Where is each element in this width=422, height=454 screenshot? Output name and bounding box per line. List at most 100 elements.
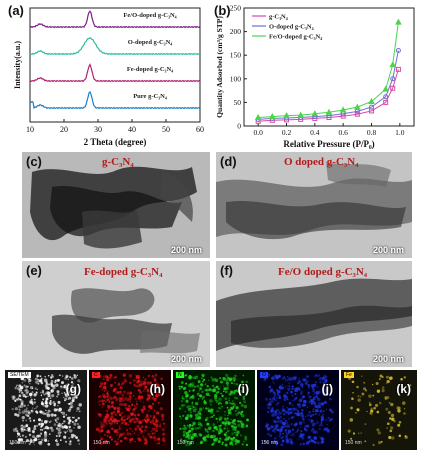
eds-signal-dot [120, 415, 124, 419]
eds-signal-dot [116, 406, 121, 411]
eds-signal-dot [301, 414, 305, 418]
eds-signal-dot [49, 399, 52, 402]
eds-signal-dot [347, 429, 351, 433]
eds-signal-dot [110, 422, 113, 425]
eds-signal-dot [270, 399, 274, 403]
eds-signal-dot [299, 414, 302, 417]
eds-signal-dot [296, 412, 300, 416]
eds-signal-dot [190, 427, 194, 431]
eds-signal-dot [225, 379, 229, 382]
eds-signal-dot [204, 435, 207, 439]
eds-signal-dot [142, 390, 145, 393]
eds-signal-dot [291, 387, 294, 391]
eds-signal-dot [61, 411, 66, 415]
eds-signal-dot [319, 423, 324, 427]
eds-signal-dot [318, 413, 321, 416]
eds-signal-dot [297, 415, 299, 417]
eds-signal-dot [313, 441, 316, 444]
eds-signal-dot [231, 400, 234, 402]
eds-signal-dot [361, 392, 365, 396]
eds-signal-dot [117, 438, 120, 440]
eds-signal-dot [42, 398, 45, 401]
eds-signal-dot [139, 395, 141, 397]
eds-signal-dot [14, 413, 18, 416]
eds-signal-dot [233, 379, 236, 382]
eds-signal-dot [149, 381, 153, 385]
eds-signal-dot [15, 385, 18, 388]
eds-signal-dot [195, 375, 198, 378]
eds-signal-dot [151, 396, 154, 400]
eds-signal-dot [133, 405, 136, 407]
eds-signal-dot [297, 386, 300, 390]
eds-signal-dot [313, 410, 315, 413]
eds-signal-dot [286, 398, 289, 401]
eds-signal-dot [240, 413, 243, 416]
eds-signal-dot [319, 436, 321, 438]
eds-signal-dot [45, 409, 47, 412]
eds-signal-dot [215, 385, 219, 389]
eds-signal-dot [119, 413, 122, 417]
eds-signal-dot [233, 422, 237, 426]
eds-signal-dot [187, 433, 192, 438]
bet-point [395, 66, 401, 72]
eds-signal-dot [226, 429, 230, 433]
eds-signal-dot [22, 425, 26, 429]
eds-signal-dot [390, 426, 394, 430]
bet-point [389, 61, 397, 68]
eds-signal-dot [30, 409, 34, 413]
eds-signal-dot [134, 427, 138, 431]
eds-signal-dot [137, 438, 142, 442]
panel-g-label: (g) [65, 382, 81, 396]
eds-signal-dot [189, 442, 193, 445]
eds-signal-dot [61, 425, 65, 429]
eds-signal-dot [276, 388, 278, 391]
eds-signal-dot [104, 439, 108, 443]
eds-signal-dot [154, 380, 157, 383]
eds-signal-dot [151, 374, 155, 378]
eds-signal-dot [29, 439, 33, 442]
eds-signal-dot [403, 412, 406, 415]
eds-signal-dot [377, 431, 381, 435]
eds-signal-dot [100, 429, 104, 433]
eds-signal-dot [142, 376, 145, 379]
eds-signal-dot [122, 399, 124, 401]
eds-signal-dot [368, 394, 372, 398]
eds-signal-dot [60, 439, 62, 441]
eds-signal-dot [181, 397, 184, 400]
eds-signal-dot [318, 427, 321, 431]
eds-signal-dot [184, 410, 187, 413]
eds-signal-dot [199, 413, 202, 416]
eds-signal-dot [203, 378, 206, 381]
xrd-trace-3 [29, 90, 201, 110]
eds-signal-dot [19, 435, 22, 438]
eds-signal-dot [284, 428, 288, 432]
tem-e-label: Fe-doped g-C₃N₄ [84, 266, 163, 278]
eds-signal-dot [57, 431, 62, 435]
eds-signal-dot [111, 401, 114, 405]
eds-signal-dot [54, 380, 57, 383]
eds-signal-dot [102, 378, 105, 381]
eds-signal-dot [58, 435, 60, 438]
eds-signal-dot [76, 397, 78, 399]
eds-signal-dot [102, 375, 105, 378]
eds-signal-dot [109, 376, 112, 379]
panel-h-label: (h) [149, 382, 165, 396]
eds-signal-dot [134, 397, 137, 400]
eds-signal-dot [75, 418, 78, 422]
eds-signal-dot [37, 382, 40, 385]
eds-signal-dot [55, 408, 58, 412]
bet-legend: g-C₃N₄ O-doped g-C₃N₄ Fe/O-doped g-C₃N₄ [252, 14, 322, 41]
eds-signal-dot [121, 421, 124, 425]
eds-signal-dot [60, 431, 62, 433]
eds-signal-dot [219, 377, 222, 380]
eds-signal-dot [62, 422, 64, 425]
eds-signal-dot [33, 438, 36, 442]
eds-signal-dot [227, 414, 229, 417]
eds-signal-dot [199, 387, 202, 390]
eds-signal-dot [140, 425, 144, 428]
eds-signal-dot [123, 418, 126, 422]
eds-signal-dot [281, 435, 284, 439]
eds-signal-dot [21, 410, 26, 414]
eds-signal-dot [235, 423, 237, 426]
eds-signal-dot [302, 378, 306, 382]
